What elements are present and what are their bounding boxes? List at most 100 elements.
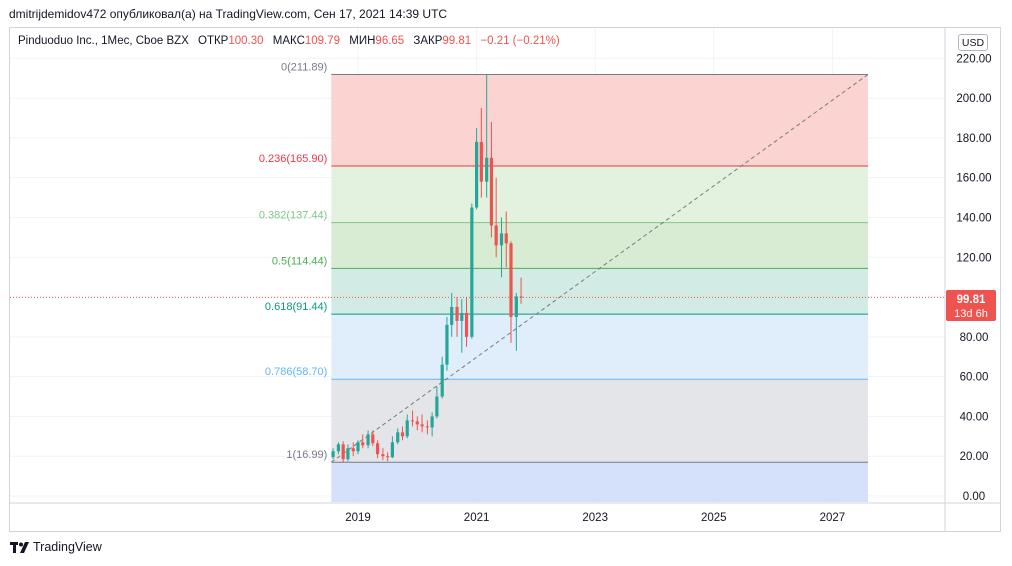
time-tick-label: 2019 bbox=[345, 512, 371, 524]
tradingview-logo-icon bbox=[10, 542, 29, 553]
candle-body bbox=[341, 444, 345, 460]
candle bbox=[410, 410, 415, 427]
fib-level-label: 0.382(137.44) bbox=[259, 210, 328, 222]
candle bbox=[479, 108, 483, 198]
fib-level-label: 0.618(91.44) bbox=[265, 301, 327, 313]
candle bbox=[405, 414, 409, 439]
publication-info: dmitrijdemidov472 опубликовал(а) на Trad… bbox=[9, 7, 448, 21]
candle-body bbox=[489, 157, 494, 226]
candle bbox=[504, 211, 508, 268]
candle-body bbox=[475, 141, 479, 208]
candle bbox=[341, 441, 345, 463]
candle-body bbox=[445, 324, 449, 365]
candle-body bbox=[499, 233, 504, 246]
price-tick-label: 220.00 bbox=[956, 53, 991, 65]
candle-body bbox=[396, 432, 400, 443]
high-label: МАКС bbox=[272, 35, 305, 47]
candle bbox=[396, 428, 400, 445]
candle bbox=[455, 297, 459, 337]
candle-body bbox=[375, 443, 380, 455]
symbol-name[interactable]: Pinduoduo Inc., 1Мес, Cboe BZX bbox=[18, 35, 189, 47]
candle-body bbox=[346, 448, 350, 460]
candle-body bbox=[470, 207, 474, 337]
close-label: ЗАКР bbox=[413, 35, 443, 47]
high-value: 109.79 bbox=[304, 35, 341, 47]
currency-button[interactable]: USD bbox=[958, 34, 988, 51]
time-tick-label: 2027 bbox=[820, 512, 846, 524]
candle bbox=[386, 452, 390, 462]
candle-body bbox=[485, 157, 489, 182]
candle bbox=[356, 440, 360, 455]
candle-body bbox=[415, 421, 419, 425]
candle-body bbox=[405, 420, 409, 437]
fib-zone bbox=[331, 268, 868, 315]
candle bbox=[499, 217, 504, 278]
candle-body bbox=[509, 243, 513, 317]
price-tick-label: 140.00 bbox=[956, 212, 991, 224]
price-tick-label: 180.00 bbox=[956, 133, 991, 145]
candle bbox=[346, 444, 350, 462]
candle-body bbox=[479, 141, 483, 182]
candle bbox=[509, 241, 513, 343]
candle bbox=[371, 430, 375, 447]
price-tick-label: 20.00 bbox=[960, 451, 989, 463]
last-price-tag-bg bbox=[946, 290, 996, 321]
candle bbox=[331, 448, 335, 460]
candle-body bbox=[504, 233, 508, 244]
time-tick-label: 2025 bbox=[701, 512, 727, 524]
candle bbox=[440, 356, 444, 399]
candle-body bbox=[386, 456, 390, 458]
candle-body bbox=[455, 306, 459, 321]
last-price-tag: 99.81 13d 6h bbox=[946, 290, 996, 321]
fib-level-labels: 0(211.89) 0.236(165.90) 0.382(137.44) 0.5(1… bbox=[259, 61, 328, 461]
candle-body bbox=[519, 296, 523, 298]
candle-body bbox=[381, 454, 385, 457]
fib-trend-line[interactable] bbox=[331, 74, 869, 463]
low-value: 96.65 bbox=[375, 35, 405, 47]
price-axis[interactable]: 0.0020.0040.0060.0080.00100.00120.00140.… bbox=[956, 53, 991, 503]
price-tick-label: 160.00 bbox=[956, 173, 991, 185]
candle bbox=[460, 299, 464, 353]
symbol-legend[interactable]: Pinduoduo Inc., 1Мес, Cboe BZX ОТКР100.3… bbox=[18, 35, 560, 47]
open-label: ОТКР bbox=[198, 35, 229, 47]
candle bbox=[351, 442, 355, 457]
candle bbox=[435, 386, 439, 419]
fib-level-label: 0(211.89) bbox=[281, 61, 327, 73]
candle-body bbox=[356, 442, 360, 452]
fib-zone bbox=[331, 222, 868, 269]
fib-zone bbox=[331, 314, 868, 380]
candle bbox=[470, 203, 474, 339]
fib-level-label: 0.786(58.70) bbox=[265, 366, 327, 378]
fib-zone bbox=[331, 379, 868, 463]
candle-body bbox=[450, 306, 454, 325]
price-tick-label: 200.00 bbox=[956, 93, 991, 105]
candle bbox=[514, 293, 518, 351]
candle-body bbox=[514, 296, 518, 317]
time-tick-label: 2021 bbox=[464, 512, 490, 524]
candle-body bbox=[494, 225, 498, 246]
candle bbox=[425, 420, 429, 435]
tradingview-brand[interactable]: TradingView bbox=[10, 540, 102, 554]
candle-body bbox=[336, 444, 341, 452]
candle bbox=[381, 448, 385, 461]
candle bbox=[519, 277, 523, 304]
open-value: 100.30 bbox=[228, 35, 264, 47]
fib-level-label: 0.236(165.90) bbox=[259, 153, 328, 165]
candle bbox=[485, 74, 489, 198]
candle bbox=[464, 297, 469, 347]
candle bbox=[420, 414, 424, 433]
candle-body bbox=[464, 312, 469, 337]
fib-zone bbox=[331, 165, 868, 223]
brand-name: TradingView bbox=[33, 540, 102, 554]
price-tick-label: 120.00 bbox=[956, 252, 991, 264]
candle-body bbox=[410, 420, 415, 422]
fib-level-label: 1(16.99) bbox=[286, 449, 327, 461]
candle-body bbox=[425, 426, 429, 428]
candle bbox=[450, 293, 454, 337]
time-axis[interactable]: 2019 2021 2023 2025 2027 bbox=[345, 512, 845, 524]
fib-zones bbox=[331, 74, 868, 502]
candle-body bbox=[331, 451, 335, 458]
candle bbox=[489, 121, 494, 238]
candle-body bbox=[460, 312, 464, 321]
